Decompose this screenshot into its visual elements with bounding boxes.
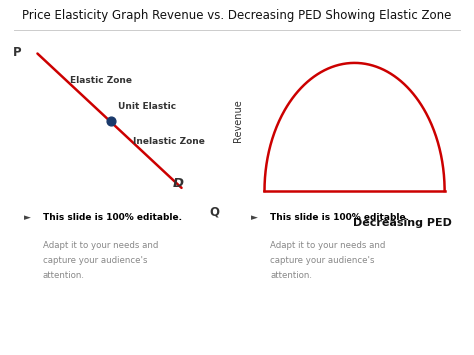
Text: Adapt it to your needs and
capture your audience's
attention.: Adapt it to your needs and capture your … (43, 241, 158, 280)
Text: This slide is 100% editable.: This slide is 100% editable. (43, 213, 182, 222)
Text: Elastic Zone: Elastic Zone (70, 76, 132, 84)
Text: ►: ► (24, 213, 31, 222)
Text: This slide is 100% editable.: This slide is 100% editable. (270, 213, 409, 222)
Text: Adapt it to your needs and
capture your audience's
attention.: Adapt it to your needs and capture your … (270, 241, 385, 280)
Text: Revenue: Revenue (233, 99, 243, 142)
Text: D: D (173, 177, 183, 190)
Text: Q: Q (209, 205, 219, 218)
Text: Inelastic Zone: Inelastic Zone (133, 137, 205, 146)
Text: Price Elasticity Graph Revenue vs. Decreasing PED Showing Elastic Zone: Price Elasticity Graph Revenue vs. Decre… (22, 9, 452, 22)
Text: Unit Elastic: Unit Elastic (118, 102, 177, 111)
Text: ►: ► (251, 213, 258, 222)
Text: Decreasing PED: Decreasing PED (354, 218, 452, 228)
Point (108, 118, 115, 124)
Text: P: P (13, 46, 22, 59)
